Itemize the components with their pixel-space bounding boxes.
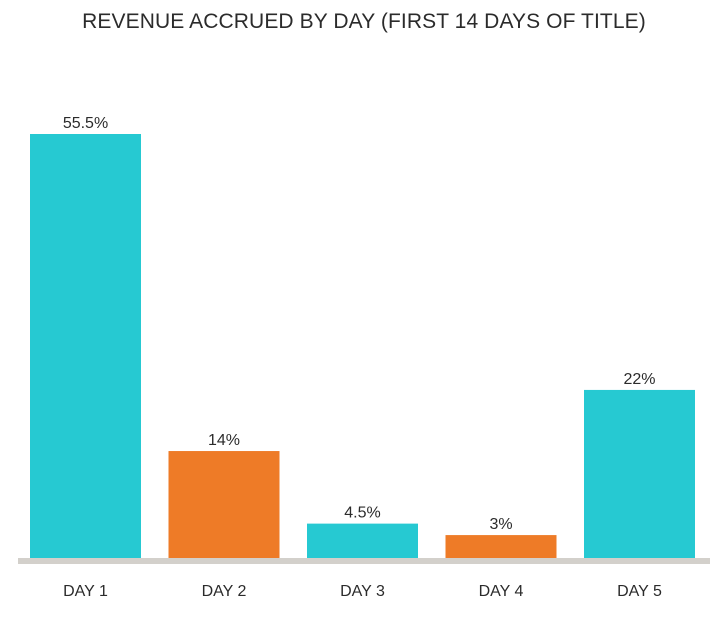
bar-value-label-2: 14%	[208, 432, 240, 449]
bar-5	[584, 389, 695, 558]
bar-2	[168, 451, 280, 558]
bar-value-label-3: 4.5%	[344, 505, 380, 522]
chart-title: REVENUE ACCRUED BY DAY (FIRST 14 DAYS OF…	[82, 10, 646, 33]
x-tick-label-3: DAY 3	[340, 583, 385, 600]
bar-4	[445, 535, 557, 558]
bar-value-label-5: 22%	[623, 371, 655, 388]
x-axis-baseline	[18, 558, 710, 564]
x-tick-label-4: DAY 4	[479, 583, 524, 600]
x-tick-label-5: DAY 5	[617, 583, 662, 600]
bar-1	[30, 134, 141, 558]
bar-3	[307, 523, 418, 558]
bar-value-label-1: 55.5%	[63, 115, 108, 132]
bar-value-label-4: 3%	[489, 516, 512, 533]
x-tick-label-1: DAY 1	[63, 583, 108, 600]
x-tick-label-2: DAY 2	[202, 583, 247, 600]
